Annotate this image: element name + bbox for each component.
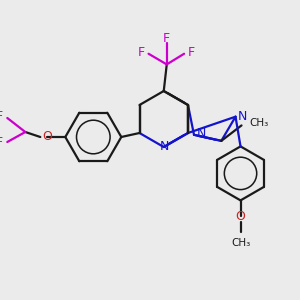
Text: F: F <box>137 46 145 59</box>
Text: F: F <box>188 46 195 59</box>
Text: CH₃: CH₃ <box>250 118 269 128</box>
Text: F: F <box>163 32 170 45</box>
Text: O: O <box>42 130 52 143</box>
Text: N: N <box>197 127 206 140</box>
Text: F: F <box>0 110 3 124</box>
Text: N: N <box>160 140 170 154</box>
Text: O: O <box>236 210 245 223</box>
Text: F: F <box>0 136 3 149</box>
Text: N: N <box>238 110 247 123</box>
Text: CH₃: CH₃ <box>231 238 250 248</box>
